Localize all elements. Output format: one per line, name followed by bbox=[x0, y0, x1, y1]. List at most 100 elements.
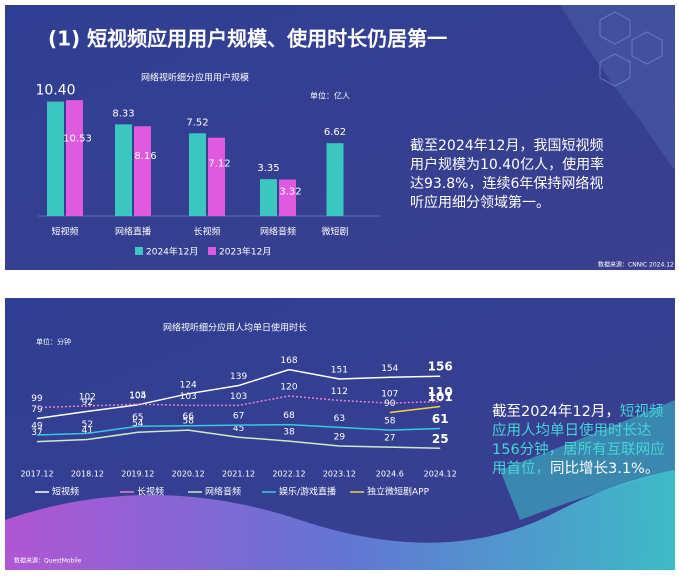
value-label: 105 bbox=[129, 391, 146, 401]
bar bbox=[189, 133, 206, 216]
unit: 单位：分钟 bbox=[36, 337, 71, 346]
legend-label: 2023年12月 bbox=[219, 246, 271, 258]
value-label: 90 bbox=[384, 399, 396, 409]
value-label: 99 bbox=[31, 394, 43, 404]
chart-title: 网络视听细分应用用户规模 bbox=[141, 72, 249, 84]
unit: 单位：亿人 bbox=[310, 91, 350, 101]
value-label: 49 bbox=[31, 422, 43, 432]
value-label: 124 bbox=[180, 380, 197, 390]
value-label: 52 bbox=[82, 420, 93, 430]
value-label: 61 bbox=[432, 412, 449, 426]
note-part: 同比增长3.1%。 bbox=[550, 461, 660, 477]
value-label: 3.32 bbox=[279, 187, 301, 198]
value-label: 58 bbox=[384, 417, 396, 427]
x-tick-label: 2020.12 bbox=[172, 470, 205, 479]
value-label: 27 bbox=[384, 434, 395, 444]
value-label: 101 bbox=[428, 390, 453, 404]
bar bbox=[208, 137, 225, 216]
decor bbox=[560, 5, 675, 170]
x-tick-label: 2022.12 bbox=[272, 470, 305, 479]
value-label: 151 bbox=[331, 365, 348, 375]
x-tick-label: 网络直播 bbox=[115, 226, 151, 238]
value-label: 8.33 bbox=[112, 108, 134, 119]
value-label: 65 bbox=[132, 413, 143, 423]
line bbox=[36, 423, 441, 436]
value-label: 3.35 bbox=[257, 163, 279, 174]
value-label: 156 bbox=[428, 360, 453, 374]
x-tick-label: 微短剧 bbox=[321, 226, 348, 238]
legend-label: 短视频 bbox=[52, 486, 79, 498]
value-label: 104 bbox=[129, 391, 146, 401]
value-label: 102 bbox=[79, 392, 96, 402]
wave bbox=[500, 400, 675, 520]
bar bbox=[279, 179, 296, 216]
x-tick-label: 2023.12 bbox=[323, 470, 356, 479]
value-label: 110 bbox=[428, 385, 453, 399]
bar bbox=[47, 101, 64, 216]
value-label: 112 bbox=[331, 387, 348, 397]
bar bbox=[66, 100, 83, 216]
note: 截至2024年12月，短视频应用人均单日使用时长达156分钟，居所有互联网应用首… bbox=[492, 403, 677, 479]
x-tick-label: 2024.6 bbox=[376, 470, 404, 479]
hexagons bbox=[599, 11, 663, 87]
value-label: 8.16 bbox=[134, 151, 156, 162]
x-tick-label: 2021.12 bbox=[222, 470, 255, 479]
bar bbox=[115, 124, 132, 216]
value-label: 103 bbox=[180, 392, 197, 402]
value-label: 6.62 bbox=[324, 127, 346, 138]
value-label: 45 bbox=[233, 424, 244, 434]
value-label: 139 bbox=[230, 372, 247, 382]
value-label: 37 bbox=[31, 428, 42, 438]
legend-label: 娱乐/游戏直播 bbox=[279, 486, 336, 498]
x-tick-label: 2019.12 bbox=[121, 470, 154, 479]
bar bbox=[134, 126, 151, 216]
value-label: 68 bbox=[283, 411, 295, 421]
wave bbox=[5, 470, 675, 570]
value-label: 107 bbox=[381, 390, 398, 400]
slide-title: (1) 短视频应用用户规模、使用时长仍居第一 bbox=[48, 27, 447, 51]
value-label: 10.53 bbox=[63, 133, 92, 144]
x-tick-label: 2017.12 bbox=[20, 470, 53, 479]
legend-label: 2024年12月 bbox=[146, 246, 198, 258]
source: 数据来源：QuestMobile bbox=[14, 557, 82, 565]
value-label: 7.12 bbox=[208, 159, 230, 170]
value-label: 58 bbox=[182, 417, 194, 427]
value-label: 25 bbox=[432, 432, 449, 446]
legend-swatch bbox=[208, 247, 216, 255]
value-label: 103 bbox=[230, 392, 247, 402]
x-tick-label: 2024.12 bbox=[424, 470, 457, 479]
value-label: 66 bbox=[182, 412, 194, 422]
value-label: 154 bbox=[381, 364, 398, 374]
value-label: 120 bbox=[280, 383, 297, 393]
legend-label: 长视频 bbox=[137, 486, 164, 498]
value-label: 79 bbox=[31, 405, 43, 415]
line bbox=[389, 405, 441, 414]
value-label: 41 bbox=[82, 426, 93, 436]
value-label: 168 bbox=[280, 356, 297, 366]
value-label: 54 bbox=[132, 419, 144, 429]
x-tick-label: 网络音频 bbox=[260, 226, 296, 238]
line bbox=[36, 395, 441, 409]
value-label: 29 bbox=[334, 433, 346, 443]
value-label: 92 bbox=[82, 398, 93, 408]
x-tick-label: 2018.12 bbox=[71, 470, 104, 479]
note-highlight: 短视频应用人均单日使用时长达156分钟，居所有互联网应用首位， bbox=[492, 404, 665, 477]
legend-label: 网络音频 bbox=[205, 486, 241, 498]
x-tick-label: 长视频 bbox=[193, 226, 220, 238]
x-tick-label: 短视频 bbox=[51, 226, 78, 238]
bar bbox=[326, 143, 344, 216]
bar bbox=[260, 179, 277, 216]
value-label: 7.52 bbox=[186, 117, 208, 128]
chart-title: 网络视听细分应用人均单日使用时长 bbox=[163, 322, 307, 334]
note: 截至2024年12月，我国短视频用户规模为10.40亿人，使用率达93.8%，连… bbox=[410, 138, 605, 211]
source: 数据来源：CNNIC 2024.12 bbox=[598, 261, 674, 269]
value-label: 63 bbox=[334, 414, 345, 424]
value-label: 38 bbox=[283, 428, 295, 438]
legend-label: 独立微短剧APP bbox=[367, 486, 430, 498]
line bbox=[36, 368, 441, 420]
value-label: 10.40 bbox=[35, 83, 75, 99]
note-part: 截至2024年12月， bbox=[492, 404, 620, 420]
